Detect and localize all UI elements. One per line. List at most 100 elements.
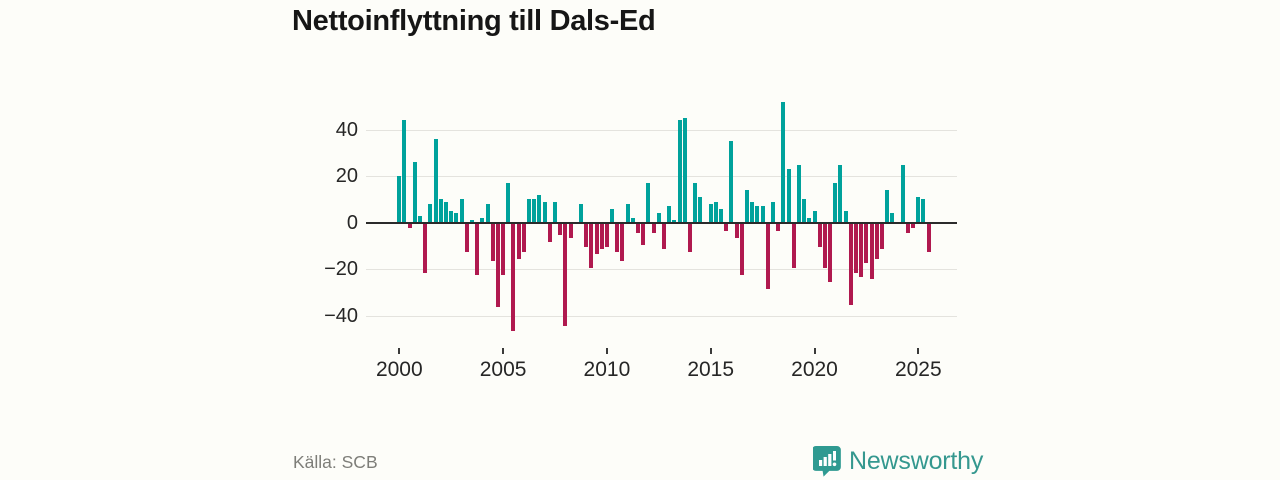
bar	[812, 211, 817, 223]
bar	[433, 139, 438, 223]
bar	[719, 208, 724, 223]
bar	[755, 206, 760, 223]
bar	[490, 223, 495, 261]
bar	[558, 223, 563, 236]
bar	[610, 208, 615, 223]
bar	[879, 223, 884, 250]
bar	[444, 201, 448, 223]
bar	[724, 223, 729, 231]
bar	[682, 118, 687, 223]
bar	[833, 183, 838, 223]
bar	[563, 223, 568, 326]
bar	[781, 101, 786, 223]
bar	[708, 204, 713, 223]
chart-title: Nettoinflyttning till Dals-Ed	[292, 5, 656, 37]
source-label: Källa: SCB	[293, 452, 378, 472]
bar	[594, 223, 599, 254]
bar	[620, 223, 625, 261]
bar-chart-pin-icon	[813, 445, 841, 477]
bar	[786, 169, 791, 223]
bar	[822, 223, 827, 268]
bar	[667, 206, 672, 223]
bar	[516, 223, 521, 259]
bar	[646, 183, 651, 223]
bar	[776, 223, 781, 231]
y-axis-label: −20	[324, 258, 358, 281]
x-axis-label: 2010	[583, 358, 631, 381]
bar	[553, 201, 557, 223]
x-axis-tick	[502, 348, 505, 354]
bar	[885, 190, 890, 223]
bar	[428, 204, 433, 223]
bar	[449, 211, 454, 223]
bar	[828, 223, 833, 282]
bar	[859, 223, 864, 278]
bar	[459, 199, 464, 223]
bar	[589, 223, 594, 268]
bar	[568, 223, 573, 238]
gridline	[366, 315, 957, 317]
y-axis-label: 0	[346, 211, 358, 234]
bar	[807, 218, 812, 223]
bar	[501, 223, 506, 275]
bar	[900, 164, 905, 223]
bar	[537, 194, 542, 223]
bar	[485, 204, 490, 223]
bar	[817, 223, 822, 247]
bar	[584, 223, 589, 247]
y-axis-labels: 40 20 0 −20 −40	[280, 95, 358, 355]
x-axis-label: 2015	[687, 358, 735, 381]
x-axis-tick	[917, 348, 920, 354]
bar	[687, 223, 692, 252]
bar	[506, 183, 511, 223]
bar	[402, 120, 407, 223]
bar	[905, 223, 910, 233]
bar	[869, 223, 874, 280]
bar	[397, 176, 402, 223]
x-axis-tick	[709, 348, 712, 354]
bar	[423, 223, 428, 273]
bar	[599, 223, 604, 250]
bar	[698, 197, 703, 223]
bar	[511, 223, 516, 331]
bar	[713, 201, 718, 223]
bar	[874, 223, 879, 259]
bar	[438, 199, 443, 223]
bar	[418, 215, 423, 223]
bar	[661, 223, 666, 250]
y-axis-label: −40	[324, 304, 358, 327]
bar	[527, 199, 532, 223]
bar	[890, 213, 895, 223]
bar	[770, 201, 775, 223]
bar	[464, 223, 469, 252]
zero-axis-line	[366, 221, 957, 224]
bar	[407, 223, 412, 229]
bar	[677, 120, 682, 223]
bar	[532, 199, 537, 223]
bar	[547, 223, 552, 243]
bar	[454, 213, 459, 223]
bar	[838, 164, 843, 223]
x-axis-label: 2025	[894, 358, 942, 381]
bar	[495, 223, 500, 308]
plot-area: 2000 2005 2010 2015 2020 2025	[366, 95, 957, 381]
brand-name: Newsworthy	[849, 446, 984, 475]
bar	[802, 199, 807, 223]
x-axis-label: 2005	[479, 358, 527, 381]
bar	[864, 223, 869, 264]
bar	[480, 218, 485, 223]
bar	[750, 201, 755, 223]
x-axis-tick	[813, 348, 816, 354]
bar	[729, 141, 734, 223]
bar	[656, 213, 661, 223]
bar	[636, 223, 641, 233]
gridline	[366, 176, 957, 178]
bar	[672, 220, 677, 223]
bar	[630, 218, 635, 223]
bar	[578, 204, 583, 223]
bar	[848, 223, 853, 306]
bar	[765, 223, 770, 289]
bar	[926, 223, 931, 252]
x-axis-tick	[605, 348, 608, 354]
